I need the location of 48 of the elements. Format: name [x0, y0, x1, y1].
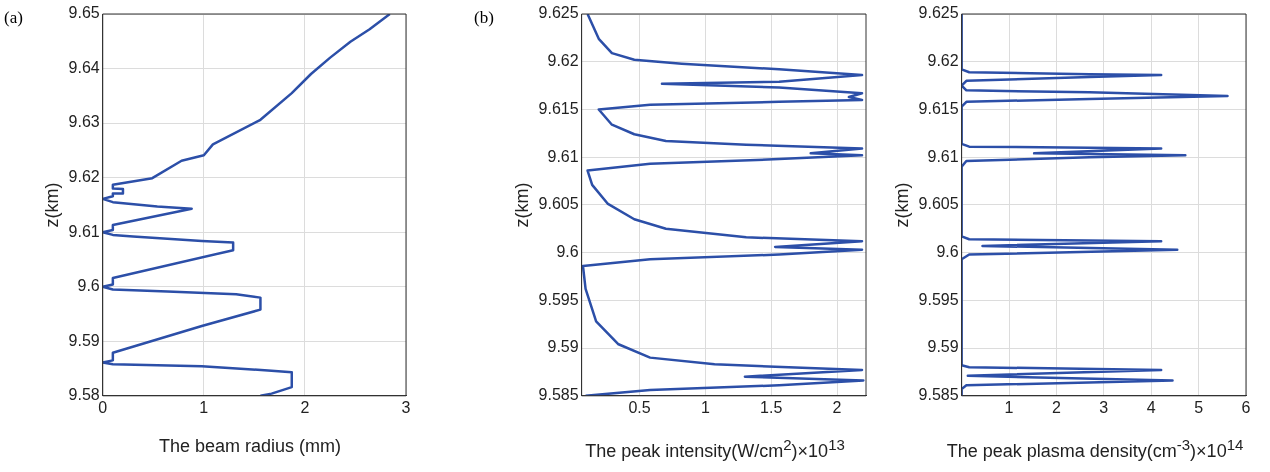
y-axis-title: z(km)	[891, 182, 912, 228]
x-tick-label: 0	[98, 398, 108, 416]
y-tick-label: 9.625	[538, 4, 579, 22]
x-tick-label: 1.5	[760, 398, 783, 416]
x-tick-label: 0.5	[628, 398, 651, 416]
y-tick-label: 9.6	[936, 243, 959, 261]
x-tick-label: 1	[1004, 398, 1014, 416]
y-tick-label: 9.585	[538, 386, 579, 404]
text: (b)	[474, 8, 494, 28]
y-tick-label: 9.61	[927, 147, 959, 165]
y-axis-title: z(km)	[41, 182, 62, 228]
y-tick-label: 9.6	[556, 243, 579, 261]
y-tick-label: 9.585	[918, 386, 959, 404]
y-tick-label: 9.615	[538, 99, 579, 117]
y-tick-label: 9.62	[547, 52, 579, 70]
x-tick-label: 1	[199, 398, 209, 416]
x-axis-title: The beam radius (mm)	[157, 436, 343, 457]
y-tick-label: 9.615	[918, 99, 959, 117]
x-tick-label: 5	[1194, 398, 1204, 416]
y-tick-label: 9.62	[68, 168, 100, 186]
y-tick-label: 9.605	[538, 195, 579, 213]
y-tick-label: 9.595	[918, 290, 959, 308]
y-tick-label: 9.59	[547, 338, 579, 356]
x-tick-label: 6	[1241, 398, 1251, 416]
x-tick-label: 2	[300, 398, 310, 416]
y-tick-label: 9.63	[68, 113, 100, 131]
y-tick-label: 9.62	[927, 52, 959, 70]
y-tick-label: 9.64	[68, 58, 100, 76]
y-tick-label: 9.58	[68, 386, 100, 404]
y-tick-label: 9.595	[538, 290, 579, 308]
y-axis-title: z(km)	[511, 182, 532, 228]
x-tick-label: 3	[401, 398, 411, 416]
x-tick-label: 2	[832, 398, 842, 416]
y-tick-label: 9.59	[927, 338, 959, 356]
text: (a)	[4, 8, 23, 28]
y-tick-label: 9.61	[68, 222, 100, 240]
y-tick-label: 9.625	[918, 4, 959, 22]
y-tick-label: 9.61	[547, 147, 579, 165]
y-tick-label: 9.59	[68, 331, 100, 349]
y-tick-label: 9.6	[77, 277, 100, 295]
y-tick-label: 9.605	[918, 195, 959, 213]
x-tick-label: 3	[1099, 398, 1109, 416]
x-axis-title: The peak plasma density(cm$^{-3}$)×10$^{14}$	[945, 436, 1245, 462]
x-tick-label: 1	[700, 398, 710, 416]
x-tick-label: 4	[1146, 398, 1156, 416]
x-axis-title: The peak intensity(W/cm$^{2}$)×10$^{13}$	[584, 436, 846, 462]
x-tick-label: 2	[1051, 398, 1061, 416]
y-tick-label: 9.65	[68, 4, 100, 22]
